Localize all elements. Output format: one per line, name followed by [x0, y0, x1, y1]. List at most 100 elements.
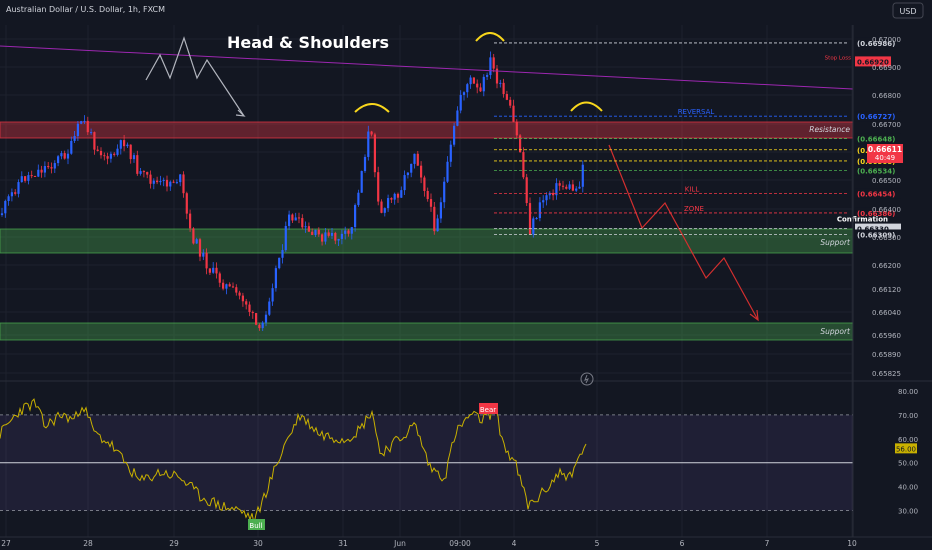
candle-body-77: [255, 313, 258, 325]
candle-body-68: [225, 284, 228, 289]
candle-body-19: [63, 153, 66, 159]
level-tag-2: (0.66727): [857, 113, 895, 121]
candle-body-103: [340, 233, 343, 239]
candle-body-156: [515, 121, 518, 136]
level-tag-bg-7: [855, 188, 901, 199]
candle-body-144: [476, 83, 479, 88]
candle-body-106: [350, 227, 353, 234]
time-tick-11: 10: [847, 539, 857, 548]
time-tick-4: 31: [338, 539, 348, 548]
candle-body-98: [324, 232, 327, 242]
candle-body-95: [314, 229, 317, 235]
rsi-tick-4: 40.00: [898, 484, 918, 492]
rsi-signal-bull: Bull: [249, 522, 262, 530]
price-tick-1: 0.66900: [872, 64, 901, 72]
candle-body-65: [215, 267, 218, 274]
candle-body-24: [80, 121, 83, 124]
candle-body-54: [179, 174, 182, 183]
candle-body-56: [185, 193, 188, 214]
level-tag-0: (0.66986): [857, 40, 895, 48]
candle-body-63: [208, 268, 211, 273]
candle-body-92: [304, 226, 307, 228]
candle-body-90: [297, 217, 301, 219]
candle-body-107: [354, 205, 357, 228]
candle-body-25: [83, 120, 86, 122]
level-tag-10: (0.66309): [857, 231, 895, 239]
chart-grid: [0, 25, 853, 537]
candle-body-43: [142, 171, 145, 173]
level-tag-6: (0.66534): [857, 167, 895, 175]
candle-body-22: [73, 136, 76, 141]
level-tag-bg-10: [855, 229, 901, 240]
candle-body-11: [37, 169, 40, 177]
candle-body-61: [202, 252, 205, 257]
zone-support-1: [0, 228, 854, 254]
candle-body-81: [268, 301, 271, 315]
candle-body-72: [238, 292, 241, 296]
candle-body-29: [96, 149, 99, 151]
pattern-title: Head & Shoulders: [227, 33, 389, 52]
level-tag-bg-9: [855, 223, 901, 234]
candle-body-174: [575, 188, 578, 191]
price-tick-2: 0.66800: [872, 92, 901, 100]
candle-body-134: [443, 181, 446, 203]
candle-body-48: [159, 180, 162, 183]
candle-body-3: [10, 192, 13, 197]
price-tick-6: 0.66400: [872, 206, 901, 214]
candle-body-158: [522, 152, 525, 178]
level-tag-bg-3: [855, 133, 901, 144]
candle-body-160: [528, 203, 532, 235]
candle-body-111: [367, 131, 370, 157]
candle-body-4: [14, 192, 17, 194]
level-tag-bg-2: [855, 111, 901, 122]
candle-body-13: [43, 166, 46, 173]
level-tag-bg-6: [855, 165, 901, 176]
candlestick-series: [0, 51, 584, 332]
candle-body-165: [545, 195, 548, 201]
descending-trendline: [0, 45, 854, 90]
candle-body-141: [466, 84, 469, 93]
candle-body-161: [532, 218, 535, 235]
candle-body-7: [24, 176, 27, 181]
candle-body-153: [505, 94, 508, 100]
candle-body-104: [344, 230, 347, 234]
candle-body-33: [109, 153, 112, 159]
candle-body-41: [136, 155, 139, 174]
candle-body-58: [192, 228, 195, 244]
candle-body-91: [301, 218, 304, 228]
replay-icon[interactable]: [580, 372, 594, 386]
zone-label-2: Support: [820, 327, 851, 336]
price-tick-7: 0.66300: [872, 234, 901, 242]
projection-arrowhead: [749, 309, 759, 322]
candle-body-99: [327, 232, 330, 236]
candle-body-37: [123, 140, 126, 147]
candle-body-121: [400, 190, 403, 198]
zone-label-1: Support: [820, 238, 851, 247]
candle-body-114: [377, 172, 380, 202]
candle-body-12: [40, 169, 43, 173]
candle-body-152: [502, 82, 505, 95]
candle-body-66: [218, 273, 221, 283]
candle-body-82: [271, 288, 274, 302]
level-annotation-9: Confirmation: [837, 216, 888, 224]
candle-body-142: [469, 77, 472, 85]
zone-support-2: [0, 322, 854, 341]
candle-body-80: [264, 314, 268, 323]
candle-body-84: [278, 257, 281, 269]
candle-body-21: [70, 140, 73, 154]
candle-body-67: [222, 282, 225, 289]
candle-body-0: [0, 213, 4, 215]
candle-body-149: [492, 57, 495, 69]
currency-button[interactable]: USD: [892, 2, 924, 19]
rsi-tick-3: 50.00: [898, 460, 918, 468]
candle-body-78: [258, 324, 261, 329]
candle-body-125: [413, 153, 416, 164]
candle-body-39: [129, 144, 132, 160]
candle-body-135: [446, 161, 449, 182]
candle-body-35: [116, 148, 119, 155]
candle-body-120: [396, 193, 400, 198]
candle-body-51: [169, 181, 172, 187]
candle-body-96: [317, 229, 320, 235]
